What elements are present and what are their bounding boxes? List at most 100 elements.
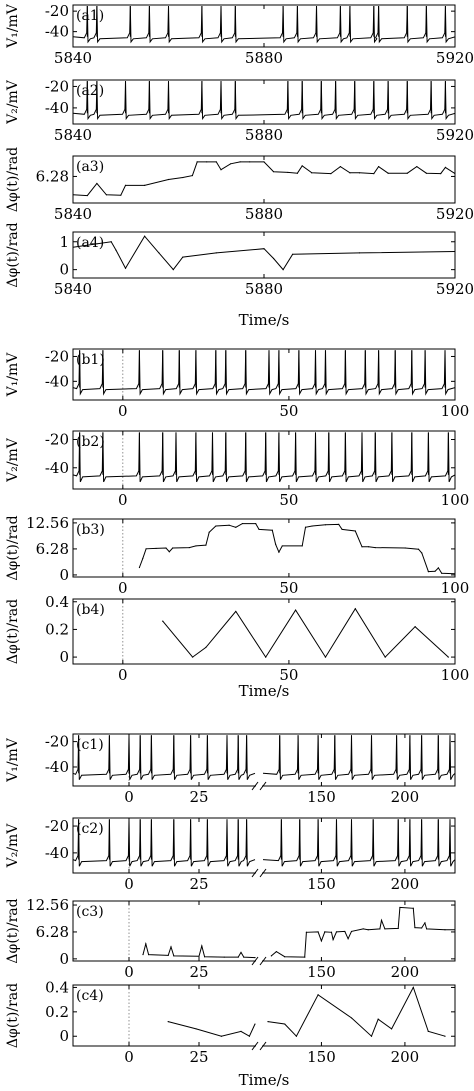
data-point	[374, 546, 376, 549]
trace-line	[73, 161, 455, 197]
data-series	[73, 432, 455, 483]
axis-break-mark	[259, 781, 267, 791]
x-tick-label: 5920	[436, 126, 474, 144]
x-tick-label: 200	[391, 1048, 420, 1066]
panel-a3: 5840 5880 5920 6.28 Δφ(t)/rad (a3)	[5, 147, 474, 223]
data-point	[332, 938, 334, 941]
data-point	[162, 620, 164, 622]
x-tick-label: 5880	[245, 280, 283, 298]
x-axis-label: Time/s	[239, 311, 290, 329]
x-tick-label: 0	[124, 1048, 134, 1066]
y-tick-label: -40	[45, 372, 69, 390]
data-point	[447, 656, 449, 658]
data-series	[138, 522, 455, 575]
x-tick-label: 25	[189, 963, 208, 981]
x-tick-label: 25	[189, 1048, 208, 1066]
trace-line	[267, 986, 446, 1038]
data-point	[144, 235, 146, 237]
data-point	[196, 161, 198, 163]
data-point	[228, 524, 230, 526]
data-point	[414, 626, 416, 628]
data-point	[120, 194, 122, 196]
data-point	[191, 174, 193, 177]
x-axis-label: Time/s	[239, 682, 290, 700]
panel-a4: 5840 5880 5920 1 0 Δφ(t)/rad (a4)	[5, 222, 474, 298]
y-tick-label: 12.56	[26, 896, 69, 914]
panel-label: (b2)	[76, 434, 105, 450]
y-axis-label: V₁/mV	[5, 352, 21, 398]
panel-group-b: 0 50 100 -20 -40 V₁/mV (b1) 0 50 100 -20 -40 V₂/mV (b…	[5, 347, 469, 700]
data-point	[142, 557, 144, 559]
data-point	[220, 1035, 222, 1037]
data-point	[124, 184, 127, 186]
y-axis-label: Δφ(t)/rad	[5, 147, 21, 212]
x-tick-label: 0	[124, 963, 134, 981]
data-point	[239, 161, 241, 163]
x-tick-label: 100	[441, 666, 470, 684]
y-axis-label: Δφ(t)/rad	[5, 983, 21, 1048]
data-point	[275, 950, 277, 953]
data-point	[330, 931, 333, 933]
y-axis-label: Δφ(t)/rad	[5, 599, 21, 664]
axis-break-mark	[251, 956, 259, 966]
data-point	[204, 956, 206, 958]
data-point	[167, 1021, 169, 1023]
data-point	[378, 165, 380, 168]
data-point	[412, 907, 414, 909]
axes-frame	[72, 348, 456, 401]
data-point	[347, 938, 349, 940]
panel-label: (b3)	[76, 522, 105, 538]
data-point	[195, 545, 197, 547]
data-point	[406, 172, 408, 174]
data-series	[73, 735, 455, 780]
trace-line	[162, 607, 449, 659]
data-point	[354, 608, 356, 610]
data-point	[444, 1035, 446, 1037]
data-point	[370, 1035, 373, 1037]
x-tick-label: 5840	[54, 205, 92, 223]
data-point	[223, 956, 225, 958]
data-point	[390, 1028, 393, 1030]
data-point	[198, 955, 200, 957]
y-tick-label: -40	[45, 758, 69, 776]
data-point	[416, 165, 418, 168]
trace-line	[138, 523, 455, 575]
data-point	[427, 1030, 429, 1032]
data-point	[172, 269, 174, 271]
data-point	[414, 926, 416, 929]
data-point	[243, 956, 245, 958]
y-tick-label: 0.4	[45, 978, 69, 996]
data-point	[182, 256, 184, 258]
x-tick-label: 50	[279, 491, 298, 509]
data-point	[440, 173, 442, 175]
data-point	[292, 253, 294, 255]
data-point	[320, 940, 323, 942]
data-point	[324, 931, 326, 933]
data-point	[284, 1023, 286, 1025]
x-tick-label: 25	[189, 875, 208, 893]
data-point	[412, 986, 414, 989]
panel-label: (c2)	[76, 821, 104, 837]
axes-frame	[72, 518, 456, 578]
data-point	[142, 953, 144, 956]
plot-area: 5840 5880 5920 -20 -40 V₁/mV (a1) 5840 5880 5920 -…	[5, 2, 474, 1089]
x-tick-label: 5840	[54, 49, 92, 67]
data-point	[188, 546, 190, 549]
data-point	[220, 169, 222, 171]
data-point	[215, 525, 217, 527]
data-point	[258, 528, 260, 530]
data-point	[361, 546, 363, 548]
data-point	[240, 951, 242, 954]
y-tick-label: -20	[45, 817, 69, 835]
data-point	[265, 656, 267, 658]
data-point	[368, 546, 370, 548]
x-tick-label: 100	[441, 402, 470, 420]
axis-break-mark	[259, 868, 267, 878]
data-point	[170, 946, 172, 948]
x-tick-label: 50	[279, 666, 298, 684]
y-axis-label: V₂/mV	[5, 823, 21, 869]
x-tick-label: 150	[307, 788, 336, 806]
panel-label: (a4)	[76, 235, 104, 251]
data-point	[278, 551, 280, 553]
data-point	[270, 955, 272, 957]
